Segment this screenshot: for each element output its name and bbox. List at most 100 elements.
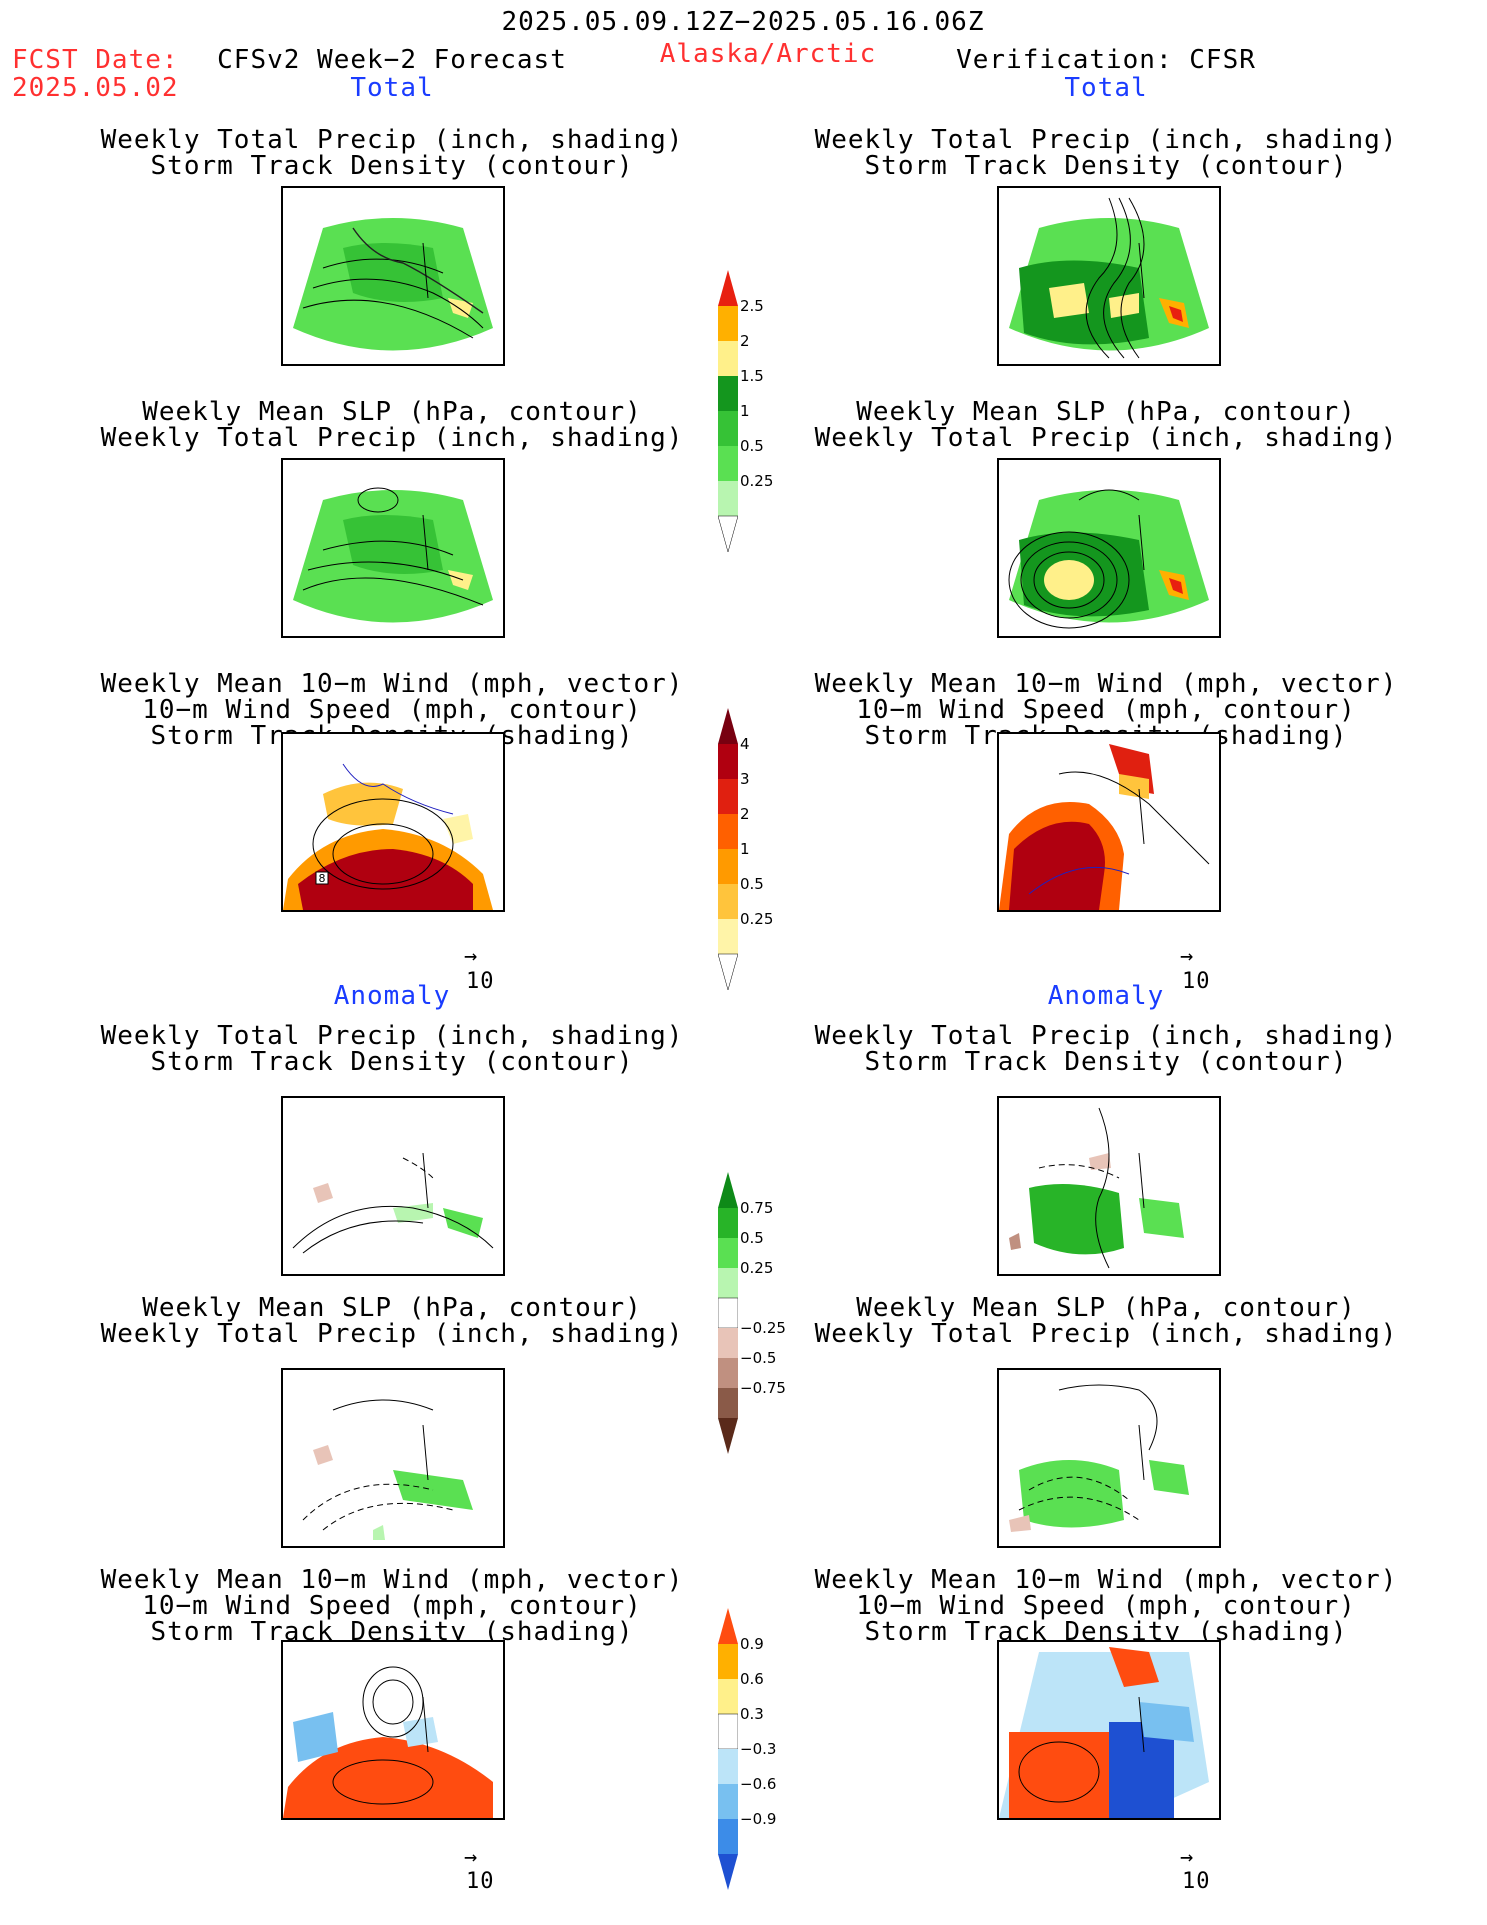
map-anom-precip-storm-verification — [997, 1096, 1221, 1276]
colorbar-swatch — [718, 744, 738, 779]
colorbar-swatch — [718, 779, 738, 814]
colorbar-swatch — [718, 1238, 738, 1268]
colorbar-tick-label: 0.3 — [740, 1705, 764, 1723]
map-anom-precip-storm-forecast — [281, 1096, 505, 1276]
colorbar-swatch — [718, 814, 738, 849]
title-r6-b: 10−m Wind Speed (mph, contour) — [856, 1591, 1356, 1621]
title-l2-a: Weekly Mean SLP (hPa, contour) — [142, 397, 642, 427]
colorbar-tick-label: 0.9 — [740, 1635, 764, 1653]
section-total-left: Total — [350, 73, 434, 103]
colorbar-tick-label: 0.75 — [740, 1199, 774, 1217]
verification-title: Verification: CFSR — [956, 45, 1256, 75]
map-total-precip-storm-forecast — [281, 186, 505, 366]
colorbar-swatch — [718, 849, 738, 884]
fcst-date-value: 2025.05.02 — [12, 73, 179, 103]
vector-ref-l2: 10 — [466, 1869, 495, 1894]
colorbar-tick-label: 4 — [740, 735, 750, 753]
colorbar-swatch — [718, 884, 738, 919]
colorbar-total-storm: 4 3 2 1 0.5 0.25 — [717, 708, 788, 991]
colorbar-swatch — [718, 270, 738, 306]
vector-ref-r1: 10 — [1182, 969, 1211, 994]
colorbar-tick-label: 0.25 — [740, 1259, 774, 1277]
section-anomaly-left: Anomaly — [333, 981, 451, 1011]
map-anom-wind-storm-forecast — [281, 1640, 505, 1820]
title-l3-b: 10−m Wind Speed (mph, contour) — [142, 695, 642, 725]
colorbar-swatch — [717, 1297, 739, 1329]
colorbar-tick-label: 0.6 — [740, 1670, 764, 1688]
vector-arrow-icon: → — [1180, 1845, 1194, 1870]
vector-arrow-icon: → — [1180, 944, 1194, 969]
title-r4-b: Storm Track Density (contour) — [864, 1047, 1348, 1077]
colorbar-swatch — [718, 919, 738, 954]
map-anom-slp-precip-verification — [997, 1368, 1221, 1548]
title-l1-a: Weekly Total Precip (inch, shading) — [100, 125, 684, 155]
colorbar-swatch — [718, 1679, 738, 1714]
vector-arrow-icon: → — [464, 1845, 478, 1870]
colorbar-anom-storm-swatches — [717, 1608, 739, 1890]
colorbar-swatch — [718, 1172, 738, 1208]
colorbar-swatch — [718, 708, 738, 744]
fcst-date-label: FCST Date: — [12, 45, 179, 75]
title-r4-a: Weekly Total Precip (inch, shading) — [814, 1021, 1398, 1051]
title-r2-b: Weekly Total Precip (inch, shading) — [814, 423, 1398, 453]
colorbar-swatch — [718, 1784, 738, 1819]
colorbar-tick-label: 0.5 — [740, 1229, 764, 1247]
colorbar-tick-label: 1 — [740, 840, 750, 858]
colorbar-tick-label: −0.75 — [740, 1379, 786, 1397]
vector-ref-r2: 10 — [1182, 1869, 1211, 1894]
colorbar-tick-label: −0.5 — [740, 1349, 777, 1367]
title-l6-b: 10−m Wind Speed (mph, contour) — [142, 1591, 642, 1621]
colorbar-swatch — [718, 1208, 738, 1238]
section-total-right: Total — [1064, 73, 1148, 103]
title-r5-b: Weekly Total Precip (inch, shading) — [814, 1319, 1398, 1349]
title-r5-a: Weekly Mean SLP (hPa, contour) — [856, 1293, 1356, 1323]
colorbar-tick-label: −0.3 — [740, 1740, 777, 1758]
colorbar-total-storm-swatches — [717, 708, 739, 991]
colorbar-swatch — [718, 1268, 738, 1298]
title-l4-b: Storm Track Density (contour) — [150, 1047, 634, 1077]
colorbar-swatch — [717, 515, 739, 553]
vector-ref-l1: 10 — [466, 969, 495, 994]
colorbar-swatch — [718, 1358, 738, 1388]
title-r1-a: Weekly Total Precip (inch, shading) — [814, 125, 1398, 155]
colorbar-swatch — [718, 481, 738, 516]
colorbar-tick-label: 0.25 — [740, 472, 774, 490]
title-l4-a: Weekly Total Precip (inch, shading) — [100, 1021, 684, 1051]
colorbar-swatch — [718, 1418, 738, 1454]
region-title: Alaska/Arctic — [659, 39, 877, 69]
title-l6-a: Weekly Mean 10−m Wind (mph, vector) — [100, 1565, 684, 1595]
colorbar-swatch — [718, 306, 738, 341]
colorbar-tick-label: 2 — [740, 805, 750, 823]
colorbar-swatch — [718, 1749, 738, 1784]
colorbar-tick-label: 3 — [740, 770, 750, 788]
colorbar-swatch — [717, 1713, 739, 1750]
title-l1-b: Storm Track Density (contour) — [150, 151, 634, 181]
colorbar-tick-label: 1.5 — [740, 367, 764, 385]
model-title: CFSv2 Week−2 Forecast — [217, 45, 567, 75]
map-anom-slp-precip-forecast — [281, 1368, 505, 1548]
vector-arrow-icon: → — [464, 944, 478, 969]
map-total-wind-storm-verification — [997, 732, 1221, 912]
colorbar-tick-label: 2 — [740, 332, 750, 350]
title-l3-a: Weekly Mean 10−m Wind (mph, vector) — [100, 669, 684, 699]
colorbar-swatch — [718, 1644, 738, 1679]
section-anomaly-right: Anomaly — [1047, 981, 1165, 1011]
colorbar-swatch — [718, 1819, 738, 1854]
period-title: 2025.05.09.12Z−2025.05.16.06Z — [501, 7, 985, 37]
colorbar-swatch — [718, 446, 738, 481]
colorbar-tick-label: 2.5 — [740, 297, 764, 315]
colorbar-total-precip-swatches — [717, 270, 739, 553]
colorbar-tick-label: −0.9 — [740, 1810, 777, 1828]
colorbar-swatch — [718, 411, 738, 446]
map-total-precip-storm-verification — [997, 186, 1221, 366]
title-r1-b: Storm Track Density (contour) — [864, 151, 1348, 181]
colorbar-tick-label: 0.5 — [740, 437, 764, 455]
colorbar-swatch — [718, 1328, 738, 1358]
colorbar-tick-label: −0.25 — [740, 1319, 786, 1337]
map-total-slp-precip-verification — [997, 458, 1221, 638]
colorbar-tick-label: 0.5 — [740, 875, 764, 893]
title-l5-a: Weekly Mean SLP (hPa, contour) — [142, 1293, 642, 1323]
colorbar-swatch — [717, 953, 739, 991]
title-r6-a: Weekly Mean 10−m Wind (mph, vector) — [814, 1565, 1398, 1595]
map-contour-label: 8 — [319, 872, 326, 885]
